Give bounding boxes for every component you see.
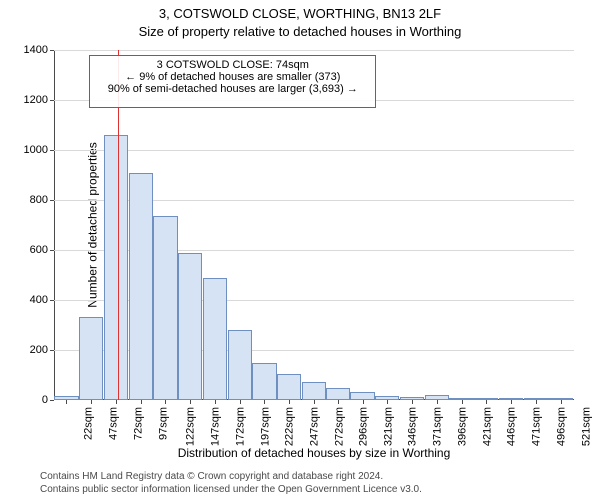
x-tick-label: 272sqm [334,407,346,446]
x-tick-mark [511,400,512,404]
x-tick-label: 421sqm [481,407,493,446]
x-tick-label: 147sqm [210,407,222,446]
x-tick-mark [116,400,117,404]
y-tick-label: 400 [14,294,48,306]
x-tick-label: 47sqm [108,407,120,440]
x-tick-mark [437,400,438,404]
y-tick-mark [50,50,54,51]
y-tick-label: 1200 [14,94,48,106]
x-tick-label: 172sqm [235,407,247,446]
y-tick-mark [50,400,54,401]
histogram-bar [277,374,301,400]
y-tick-mark [50,300,54,301]
x-tick-mark [91,400,92,404]
histogram-bar [129,173,153,401]
x-tick-label: 471sqm [531,407,543,446]
histogram-bar [203,278,227,401]
annotation-line: 3 COTSWOLD CLOSE: 74sqm [96,59,369,71]
chart-title-line2: Size of property relative to detached ho… [0,22,600,40]
x-tick-mark [486,400,487,404]
x-tick-label: 197sqm [259,407,271,446]
x-tick-mark [215,400,216,404]
y-tick-mark [50,250,54,251]
y-tick-mark [50,150,54,151]
y-tick-mark [50,200,54,201]
histogram-bar [302,382,326,400]
x-tick-mark [462,400,463,404]
y-tick-label: 1400 [14,44,48,56]
y-tick-mark [50,350,54,351]
plot-area: Number of detached properties Distributi… [54,50,574,400]
x-tick-label: 72sqm [132,407,144,440]
x-tick-label: 321sqm [382,407,394,446]
x-axis-label: Distribution of detached houses by size … [54,446,574,460]
x-tick-mark [363,400,364,404]
x-tick-mark [536,400,537,404]
x-tick-label: 222sqm [284,407,296,446]
x-tick-mark [314,400,315,404]
x-tick-label: 97sqm [157,407,169,440]
credits: Contains HM Land Registry data © Crown c… [40,471,590,496]
x-tick-label: 247sqm [309,407,321,446]
x-tick-label: 122sqm [185,407,197,446]
gridline [54,50,574,51]
histogram-bar [350,392,374,400]
y-tick-label: 0 [14,394,48,406]
x-tick-label: 346sqm [407,407,419,446]
histogram-bar [79,317,103,400]
x-tick-mark [387,400,388,404]
y-axis-label: Number of detached properties [86,142,100,307]
annotation-box: 3 COTSWOLD CLOSE: 74sqm← 9% of detached … [89,55,376,108]
chart-title-line1: 3, COTSWOLD CLOSE, WORTHING, BN13 2LF [0,0,600,22]
x-tick-label: 446sqm [506,407,518,446]
x-tick-mark [561,400,562,404]
y-tick-mark [50,100,54,101]
x-tick-label: 496sqm [555,407,567,446]
annotation-line: ← 9% of detached houses are smaller (373… [96,71,369,83]
histogram-bar [252,363,276,400]
credits-line1: Contains HM Land Registry data © Crown c… [40,471,590,484]
histogram-bar [326,388,350,401]
x-tick-mark [412,400,413,404]
x-tick-label: 371sqm [432,407,444,446]
x-tick-mark [264,400,265,404]
x-tick-mark [190,400,191,404]
credits-line2: Contains public sector information licen… [40,484,590,497]
y-axis-line [54,50,55,400]
y-tick-label: 200 [14,344,48,356]
y-tick-label: 800 [14,194,48,206]
histogram-bar [153,216,177,400]
x-tick-mark [141,400,142,404]
histogram-bar [178,253,202,401]
x-tick-mark [66,400,67,404]
annotation-line: 90% of semi-detached houses are larger (… [96,83,369,95]
x-tick-mark [240,400,241,404]
x-tick-label: 521sqm [580,407,592,446]
x-tick-label: 396sqm [456,407,468,446]
gridline [54,150,574,151]
y-tick-label: 1000 [14,144,48,156]
histogram-bar [228,330,252,400]
x-tick-mark [165,400,166,404]
x-tick-label: 22sqm [83,407,95,440]
histogram-bar [104,135,128,400]
x-tick-mark [338,400,339,404]
y-tick-label: 600 [14,244,48,256]
x-tick-label: 296sqm [357,407,369,446]
x-tick-mark [289,400,290,404]
